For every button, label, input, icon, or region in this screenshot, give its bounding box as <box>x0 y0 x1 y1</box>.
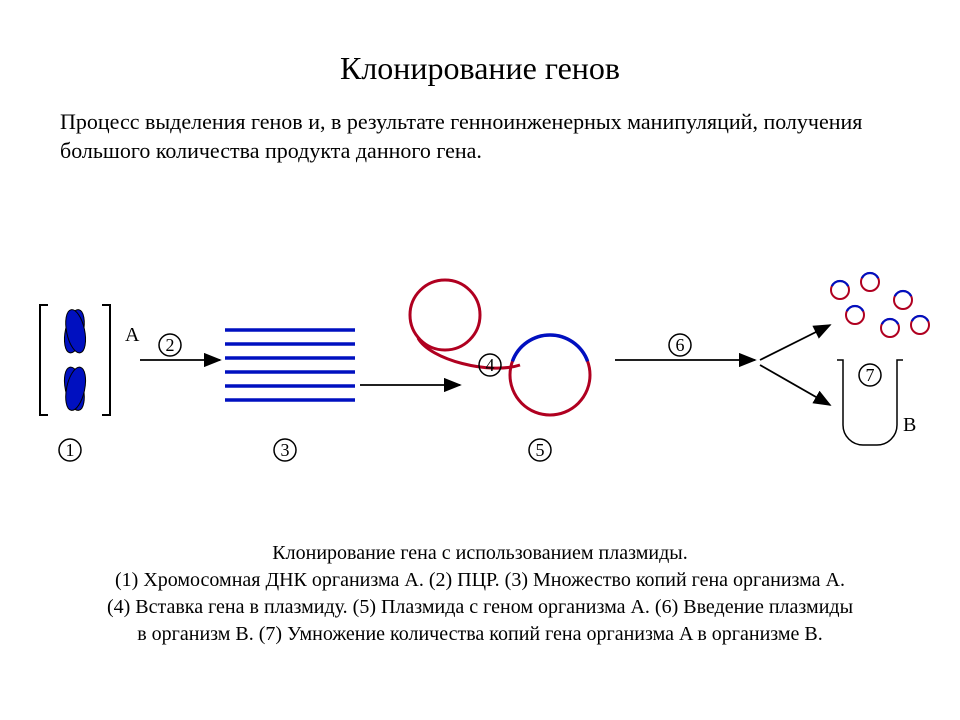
description-text: Процесс выделения генов и, в результате … <box>60 108 900 165</box>
svg-text:4: 4 <box>486 355 495 375</box>
svg-text:3: 3 <box>281 440 290 460</box>
svg-text:7: 7 <box>866 365 875 385</box>
svg-text:2: 2 <box>166 335 175 355</box>
caption-text: Клонирование гена с использованием плазм… <box>80 540 880 648</box>
page-title: Клонирование генов <box>0 50 960 87</box>
page-root: Клонирование генов Процесс выделения ген… <box>0 0 960 720</box>
svg-text:5: 5 <box>536 440 545 460</box>
svg-text:6: 6 <box>676 335 685 355</box>
svg-text:A: A <box>125 324 140 346</box>
gene-cloning-diagram: 1 2 3 4 5 6 7 A B <box>20 270 940 490</box>
svg-text:1: 1 <box>66 440 75 460</box>
diagram-container: 1 2 3 4 5 6 7 A B <box>20 270 940 490</box>
svg-text:B: B <box>903 414 916 436</box>
